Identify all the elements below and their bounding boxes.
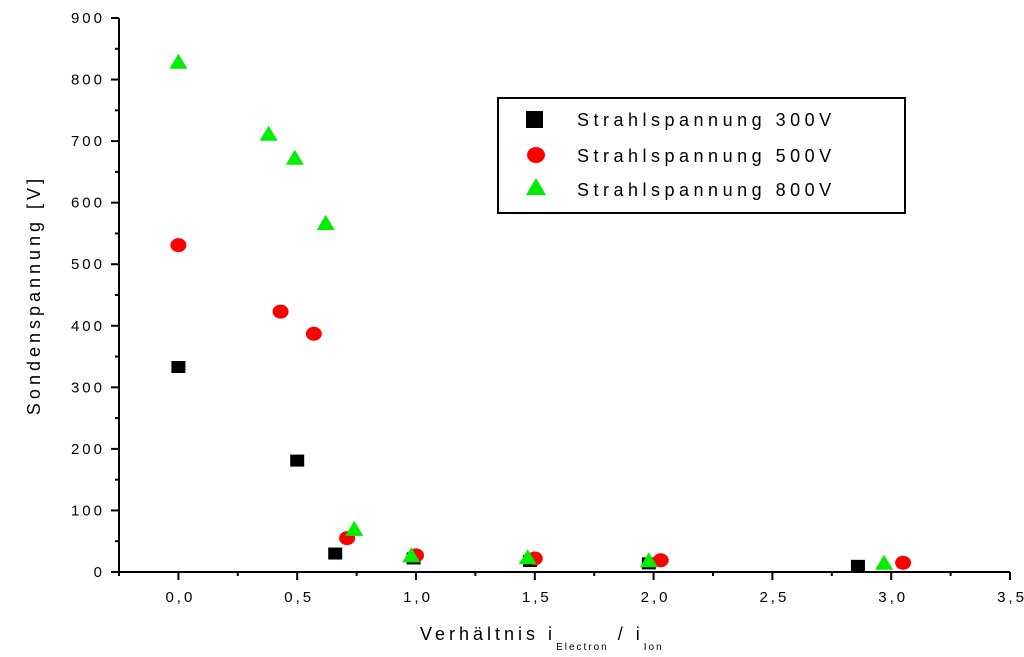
series-2 <box>170 238 912 570</box>
y-tick-label: 400 <box>71 318 105 335</box>
x-tick-label: 1,5 <box>522 589 552 606</box>
y-tick-label: 300 <box>71 379 105 396</box>
data-point <box>316 214 335 230</box>
legend-marker-300v <box>526 111 543 128</box>
data-point <box>305 326 322 341</box>
data-point <box>850 559 865 572</box>
y-tick-label: 0 <box>94 564 105 581</box>
y-tick-label: 700 <box>71 133 105 150</box>
data-point <box>285 149 304 165</box>
y-tick-label: 500 <box>71 256 105 273</box>
series-1 <box>171 361 865 572</box>
data-point <box>345 520 364 536</box>
legend: Strahlspannung 300V Strahlspannung 500V … <box>497 97 906 214</box>
x-tick-label: 3,0 <box>878 589 908 606</box>
data-point <box>639 552 658 568</box>
y-ticks: 0 100 200 300 400 500 600 700 800 900 <box>71 10 119 581</box>
legend-label-300v: Strahlspannung 300V <box>577 110 836 130</box>
x-axis-title-sub-ion: Ion <box>644 642 664 653</box>
y-tick-label: 200 <box>71 441 105 458</box>
legend-label-500v: Strahlspannung 500V <box>577 146 836 166</box>
x-axis-title: Verhältnis iElectron / iIon <box>420 624 664 653</box>
data-point <box>169 53 188 69</box>
data-point <box>170 238 187 253</box>
data-point <box>875 554 894 570</box>
data-point <box>259 125 278 141</box>
x-tick-label: 2,5 <box>759 589 789 606</box>
data-point <box>272 304 289 319</box>
data-point <box>895 555 912 570</box>
x-tick-label: 2,0 <box>641 589 671 606</box>
data-point <box>518 549 537 565</box>
y-axis-title: Sondenspannung [V] <box>24 175 44 415</box>
x-axis-title-mid: / i <box>609 624 644 644</box>
y-tick-label: 800 <box>71 72 105 89</box>
x-ticks: 0,0 0,5 1,0 1,5 2,0 2,5 3,0 3,5 <box>118 572 1024 606</box>
data-point <box>290 454 305 467</box>
data-point <box>652 553 669 568</box>
x-tick-label: 0,0 <box>165 589 195 606</box>
data-point <box>328 547 343 560</box>
series-3 <box>169 53 894 570</box>
x-axis-title-prefix: Verhältnis i <box>420 624 556 644</box>
y-tick-label: 100 <box>71 502 105 519</box>
data-point <box>171 361 186 374</box>
x-tick-label: 0,5 <box>284 589 314 606</box>
x-tick-label: 3,5 <box>997 589 1024 606</box>
data-point <box>402 547 421 563</box>
legend-marker-500v <box>527 147 545 163</box>
series-layer <box>169 53 912 572</box>
y-tick-label: 900 <box>71 10 105 27</box>
y-tick-label: 600 <box>71 195 105 212</box>
legend-marker-800v <box>526 178 546 195</box>
legend-label-800v: Strahlspannung 800V <box>577 180 836 200</box>
x-tick-label: 1,0 <box>403 589 433 606</box>
x-axis-title-sub-electron: Electron <box>556 642 609 653</box>
